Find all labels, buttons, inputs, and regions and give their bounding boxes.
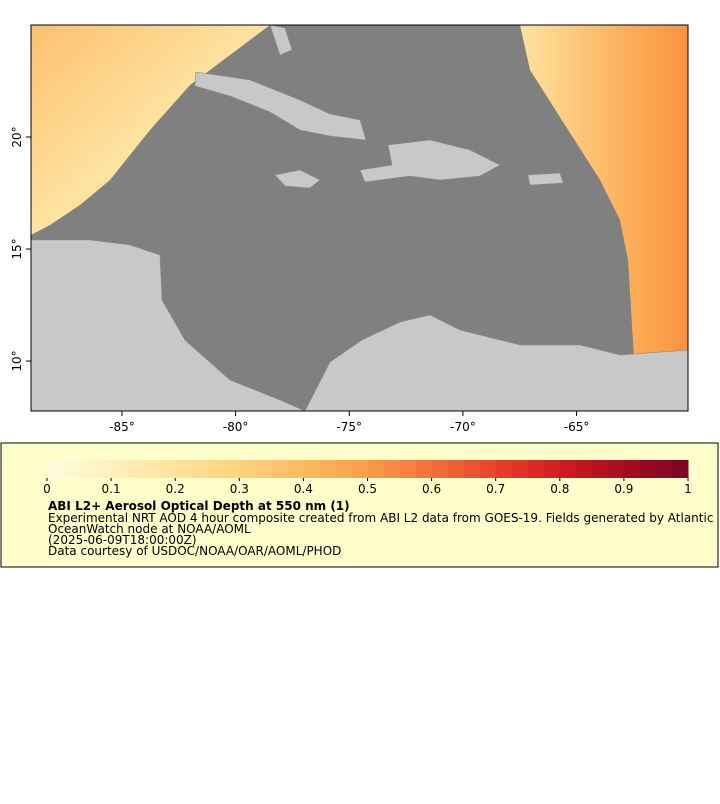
colorbar-step (399, 460, 417, 478)
colorbar-tick-label: 0.8 (550, 482, 569, 496)
colorbar-step (431, 460, 449, 478)
legend-title: ABI L2+ Aerosol Optical Depth at 550 nm … (48, 499, 350, 513)
colorbar-step (143, 460, 160, 478)
colorbar-step (607, 460, 625, 478)
colorbar-step (207, 460, 224, 478)
colorbar-step (47, 460, 64, 478)
colorbar-step (383, 460, 401, 478)
colorbar-tick-label: 0 (43, 482, 51, 496)
x-tick-label: -70° (450, 420, 476, 434)
colorbar-tick-label: 0.6 (422, 482, 441, 496)
colorbar-tick-label: 0.4 (294, 482, 313, 496)
x-tick-label: -65° (564, 420, 590, 434)
x-tick-label: -75° (336, 420, 362, 434)
y-tick-label: 10° (10, 350, 24, 371)
aerosol-gulf (31, 25, 270, 235)
colorbar-tick-label: 0.9 (614, 482, 633, 496)
colorbar-step (335, 460, 352, 478)
colorbar-step (655, 460, 673, 478)
colorbar-step (639, 460, 657, 478)
colorbar-step (591, 460, 609, 478)
cuba (194, 71, 367, 141)
colorbar-step (127, 460, 144, 478)
colorbar-step (191, 460, 208, 478)
colorbar-step (95, 460, 112, 478)
hispaniola (359, 139, 501, 183)
colorbar-step (495, 460, 513, 478)
map-frame (30, 24, 689, 412)
colorbar-step (415, 460, 433, 478)
colorbar-step (527, 460, 545, 478)
colorbar-step (623, 460, 641, 478)
colorbar-tick-label: 0.1 (102, 482, 121, 496)
puerto-rico (527, 172, 564, 186)
colorbar-step (271, 460, 288, 478)
colorbar-tick-label: 0.3 (230, 482, 249, 496)
colorbar-step (351, 460, 368, 478)
jamaica (274, 169, 321, 189)
legend-line: (2025-06-09T18:00:00Z) (48, 533, 197, 547)
colorbar-step (559, 460, 577, 478)
x-tick-label: -80° (223, 420, 249, 434)
colorbar-step (255, 460, 272, 478)
florida (269, 24, 293, 56)
legend-line: Data courtesy of USDOC/NOAA/OAR/AOML/PHO… (48, 544, 341, 558)
colorbar-step (367, 460, 385, 478)
colorbar-tick-label: 0.5 (358, 482, 377, 496)
colorbar-step (287, 460, 304, 478)
colorbar-step (303, 460, 320, 478)
colorbar-step (543, 460, 561, 478)
legend-line: Experimental NRT AOD 4 hour composite cr… (48, 511, 713, 525)
colorbar-step (111, 460, 128, 478)
colorbar-step (239, 460, 256, 478)
colorbar-step (479, 460, 497, 478)
colorbar-tick-label: 1 (684, 482, 692, 496)
colorbar-tick-label: 0.7 (486, 482, 505, 496)
y-tick-label: 20° (10, 126, 24, 147)
colorbar-step (63, 460, 80, 478)
colorbar-step (159, 460, 176, 478)
colorbar-step (223, 460, 240, 478)
colorbar-tick-label: 0.2 (166, 482, 185, 496)
aerosol-atlantic (520, 25, 688, 390)
colorbar-step (511, 460, 529, 478)
colorbar-step (575, 460, 593, 478)
colorbar-step (447, 460, 465, 478)
colorbar-step (175, 460, 192, 478)
y-tick-label: 15° (10, 238, 24, 259)
colorbar-step (463, 460, 481, 478)
colorbar-step (671, 460, 689, 478)
colorbar-step (319, 460, 336, 478)
colorbar-step (79, 460, 96, 478)
x-tick-label: -85° (109, 420, 135, 434)
legend-line: OceanWatch node at NOAA/AOML (48, 522, 251, 536)
